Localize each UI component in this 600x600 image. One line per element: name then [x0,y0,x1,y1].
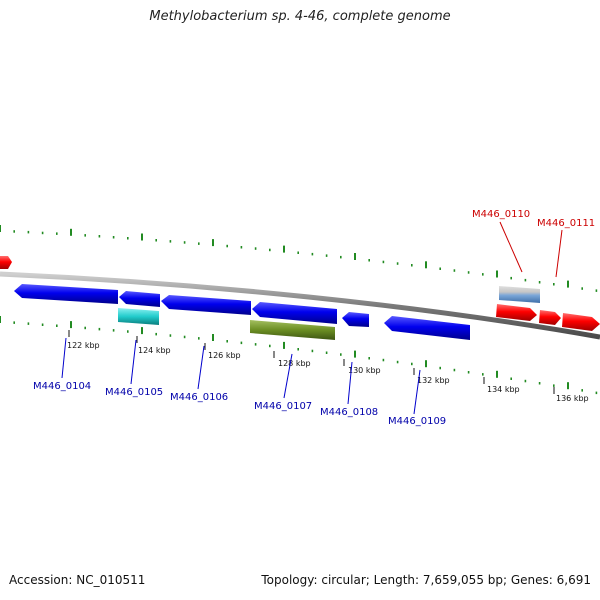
gene-label-m446-0111[interactable]: M446_0111 [537,218,595,229]
genome-backbone [0,271,600,340]
scale-track: 122 kbp 124 kbp 126 kbp 128 kbp 130 kbp … [67,330,589,403]
scale-label: 136 kbp [556,394,589,403]
scale-label: 128 kbp [278,359,311,368]
gene-arrow-m446-0105[interactable] [119,291,160,307]
gene-label-m446-0108[interactable]: M446_0108 [320,407,378,418]
gene-label-m446-0106[interactable]: M446_0106 [170,392,228,403]
gene-label-m446-0109[interactable]: M446_0109 [388,416,446,427]
forward-gene-labels: M446_0110 M446_0111 [472,209,595,278]
gc-content-track-outer [0,225,598,292]
gene-arrow-m446-0111-a[interactable] [539,310,561,325]
gene-arrow-m446-0111-b[interactable] [562,313,600,331]
scale-label: 122 kbp [67,341,100,350]
reverse-strand-features [14,284,470,340]
scale-label: 134 kbp [487,385,520,394]
gene-label-m446-0107[interactable]: M446_0107 [254,401,312,412]
map-title: Methylobacterium sp. 4-46, complete geno… [149,9,451,24]
gene-label-m446-0105[interactable]: M446_0105 [105,387,163,398]
gene-arrow-forward-partial[interactable] [0,256,12,269]
gene-arrow-m446-0104[interactable] [14,284,118,304]
scale-label: 124 kbp [138,346,171,355]
gene-arrow-m446-0107[interactable] [252,302,337,324]
scale-label: 132 kbp [417,376,450,385]
gene-arrow-m446-0109[interactable] [384,316,470,340]
feature-olive-m446-0107[interactable] [250,320,335,340]
gene-label-m446-0110[interactable]: M446_0110 [472,209,530,220]
gc-content-track-inner [0,316,598,395]
scale-label: 130 kbp [348,366,381,375]
gene-arrow-m446-0110[interactable] [496,304,537,321]
genome-summary: Topology: circular; Length: 7,659,055 bp… [261,573,591,587]
forward-strand-features [0,256,600,331]
gene-arrow-m446-0110-grey[interactable] [499,286,540,303]
gene-arrow-m446-0106[interactable] [161,295,251,315]
scale-label: 126 kbp [208,351,241,360]
accession-label: Accession: NC_010511 [9,573,146,587]
gene-label-m446-0104[interactable]: M446_0104 [33,381,91,392]
gene-arrow-m446-0108[interactable] [342,312,369,327]
feature-cyan-m446-0105[interactable] [118,308,159,325]
reverse-gene-labels: M446_0104 M446_0105 M446_0106 M446_0107 … [33,337,446,427]
